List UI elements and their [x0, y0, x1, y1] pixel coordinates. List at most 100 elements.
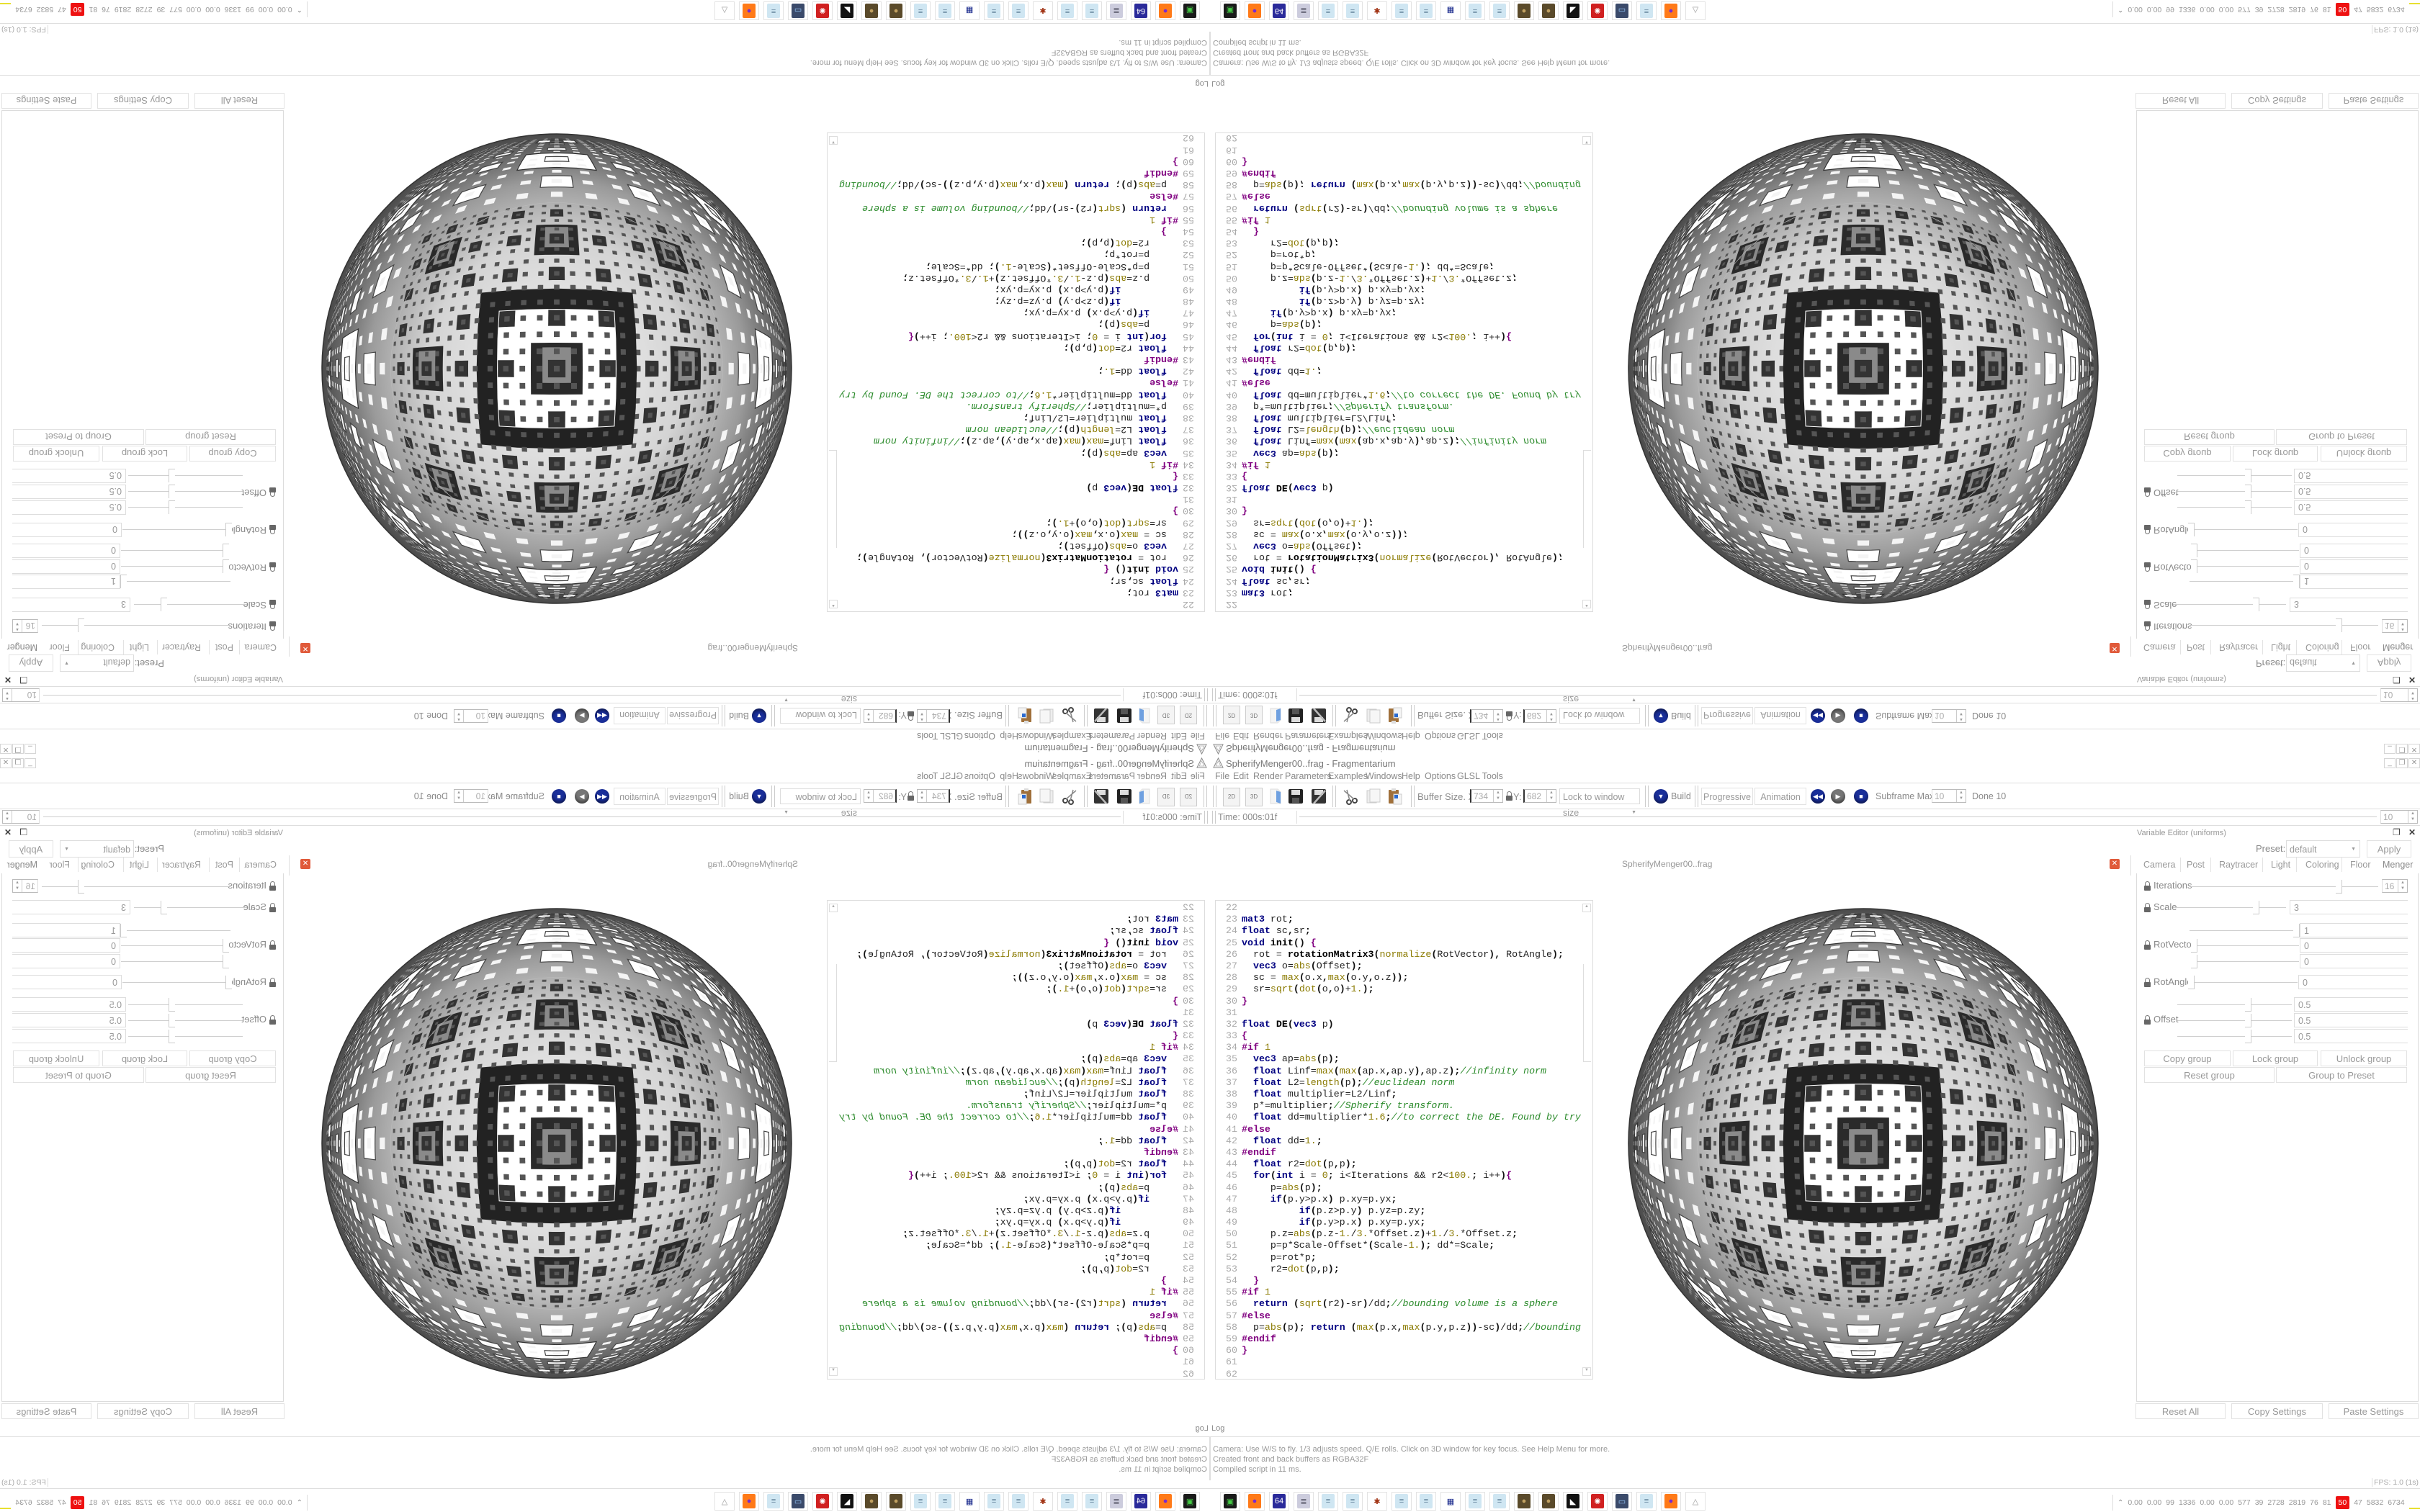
taskbar-button[interactable]: ▭ — [788, 1, 808, 20]
taskbar-button[interactable]: ✺ — [812, 1, 833, 20]
build-icon[interactable]: ▼ — [752, 708, 766, 723]
preset-select[interactable]: default ▼ — [60, 654, 134, 672]
taskbar-button[interactable]: ● — [861, 1, 882, 20]
paste-settings-button[interactable]: Paste Settings — [1, 93, 91, 109]
close-button[interactable]: ✕ — [0, 744, 12, 754]
slider-track[interactable] — [121, 550, 229, 551]
slider-handle[interactable] — [169, 485, 176, 498]
save-as-icon[interactable] — [1093, 707, 1109, 724]
toolbar-grip[interactable] — [771, 705, 775, 726]
spin-arrows-icon[interactable]: ▲ ▼ — [454, 710, 464, 722]
taskbar-button[interactable]: ✱ — [1033, 1, 1053, 20]
scroll-up-icon[interactable]: ▲ — [1582, 600, 1591, 608]
float-panel-icon[interactable]: ❐ — [19, 675, 27, 685]
spin-arrows-icon[interactable]: ▲ ▼ — [1956, 710, 1966, 722]
copy-icon[interactable] — [1366, 707, 1381, 724]
subframe-max-input[interactable]: 10 ▲ ▼ — [454, 709, 488, 723]
mode-2d-button[interactable]: 2D — [1223, 706, 1240, 724]
tab-raytracer[interactable]: Raytracer — [161, 642, 201, 652]
minimize-button[interactable]: _ — [2384, 744, 2396, 754]
animation-button[interactable]: Animation — [614, 707, 666, 724]
lock-rotangle-icon[interactable] — [269, 525, 276, 534]
copy-group-button[interactable]: Copy group — [189, 446, 276, 462]
taskbar-button[interactable]: 64 — [1131, 1, 1151, 20]
rewind-icon[interactable]: ◀◀ — [595, 708, 609, 723]
tab-menger[interactable]: Menger — [6, 642, 37, 652]
save-icon[interactable] — [1116, 707, 1132, 724]
offset-z-input[interactable]: 0.5 — [12, 469, 126, 483]
toolbar-grip[interactable] — [1204, 705, 1207, 726]
spin-arrows-icon[interactable]: ▲ ▼ — [2408, 689, 2417, 701]
slider-handle[interactable] — [169, 469, 176, 482]
slider-track[interactable] — [128, 491, 243, 492]
menu-render[interactable]: Render — [1137, 731, 1167, 741]
subframe-max-input[interactable]: 10 ▲ ▼ — [1932, 709, 1966, 723]
menu-help[interactable]: Help — [1402, 731, 1420, 741]
editor-tab-label[interactable]: SpherifyMenger00..frag — [1622, 643, 1713, 653]
cut-icon[interactable] — [1343, 707, 1358, 724]
taskbar-button[interactable]: ≡ — [1082, 1, 1102, 20]
menu-file[interactable]: File — [1215, 731, 1230, 741]
slider-handle[interactable] — [169, 500, 176, 514]
offset-y-input[interactable]: 0.5 — [12, 485, 126, 499]
timeline-grip[interactable] — [1212, 688, 1216, 701]
frames-input[interactable]: 10 ▲ ▼ — [2, 688, 40, 702]
lock-offset-icon[interactable] — [269, 487, 276, 497]
save-as-icon[interactable] — [1311, 707, 1327, 724]
menu-glsl-tools[interactable]: GLSL Tools — [1457, 731, 1503, 741]
open-file-icon[interactable] — [1137, 707, 1152, 724]
animation-button[interactable]: Animation — [1754, 707, 1806, 724]
toolbar-grip[interactable] — [1695, 705, 1698, 726]
scroll-up-icon[interactable]: ▲ — [829, 600, 838, 608]
buffer-y-input[interactable]: 682 ▲ ▼ — [1523, 709, 1556, 723]
buffer-x-input[interactable]: 734 ▲ ▼ — [1470, 709, 1503, 723]
build-icon[interactable]: ▼ — [1654, 708, 1668, 723]
offset-x-input[interactable]: 0.5 — [12, 500, 126, 515]
slider-track[interactable] — [122, 529, 232, 530]
taskbar-button[interactable]: ◣ — [837, 1, 857, 20]
slider-handle[interactable] — [223, 544, 229, 557]
taskbar-button[interactable]: ≡ — [935, 1, 955, 20]
copy-icon[interactable] — [1039, 707, 1054, 724]
rotangle-input[interactable]: 0 — [12, 523, 122, 537]
scroll-down-icon[interactable]: ▼ — [829, 136, 838, 145]
open-file-icon[interactable] — [1268, 707, 1283, 724]
slider-track[interactable] — [134, 604, 246, 605]
slider-track[interactable] — [121, 566, 229, 567]
taskbar-button[interactable]: ≡ — [910, 1, 931, 20]
play-icon[interactable]: ▶ — [575, 708, 589, 723]
paste-icon[interactable] — [1387, 707, 1403, 724]
menu-windows[interactable]: Windows — [1018, 731, 1054, 741]
menu-examples[interactable]: Examples — [1328, 731, 1368, 741]
rotvector-z-input[interactable]: 0 — [12, 544, 120, 558]
play-icon[interactable]: ▶ — [1831, 708, 1845, 723]
progressive-button[interactable]: Progressive — [1701, 707, 1753, 724]
iterations-input[interactable]: 16 ▲ ▼ — [12, 619, 38, 633]
buffer-x-input[interactable]: 734 ▲ ▼ — [917, 709, 950, 723]
slider-track[interactable] — [128, 475, 243, 476]
lock-iterations-icon[interactable] — [269, 621, 276, 631]
menu-edit[interactable]: Edit — [1233, 731, 1249, 741]
taskbar-button[interactable]: ▣ — [1180, 1, 1200, 20]
minimize-button[interactable]: _ — [24, 744, 36, 754]
menu-examples[interactable]: Examples — [1052, 731, 1092, 741]
toolbar-grip[interactable] — [1084, 705, 1088, 726]
lock-mode-select[interactable]: Lock to window size ▼ — [780, 694, 861, 724]
slider-handle[interactable] — [223, 559, 229, 573]
spin-arrows-icon[interactable]: ▲ ▼ — [918, 710, 927, 722]
rotvector-y-input[interactable]: 0 — [12, 559, 120, 574]
menu-glsl-tools[interactable]: GLSL Tools — [917, 731, 963, 741]
render-view[interactable] — [307, 119, 807, 618]
menu-help[interactable]: Help — [1000, 731, 1018, 741]
toolbar-grip[interactable] — [1411, 705, 1415, 726]
scrollbar-thumb[interactable] — [829, 450, 837, 548]
tab-light[interactable]: Light — [129, 642, 149, 652]
slider-track[interactable] — [42, 625, 230, 626]
menu-options[interactable]: Options — [964, 731, 995, 741]
tray-expand-icon[interactable]: ⌃ — [296, 5, 302, 14]
copy-settings-button[interactable]: Copy Settings — [97, 93, 189, 109]
apply-button[interactable]: Apply — [9, 654, 53, 672]
slider-handle[interactable] — [120, 575, 127, 588]
save-icon[interactable] — [1288, 707, 1304, 724]
